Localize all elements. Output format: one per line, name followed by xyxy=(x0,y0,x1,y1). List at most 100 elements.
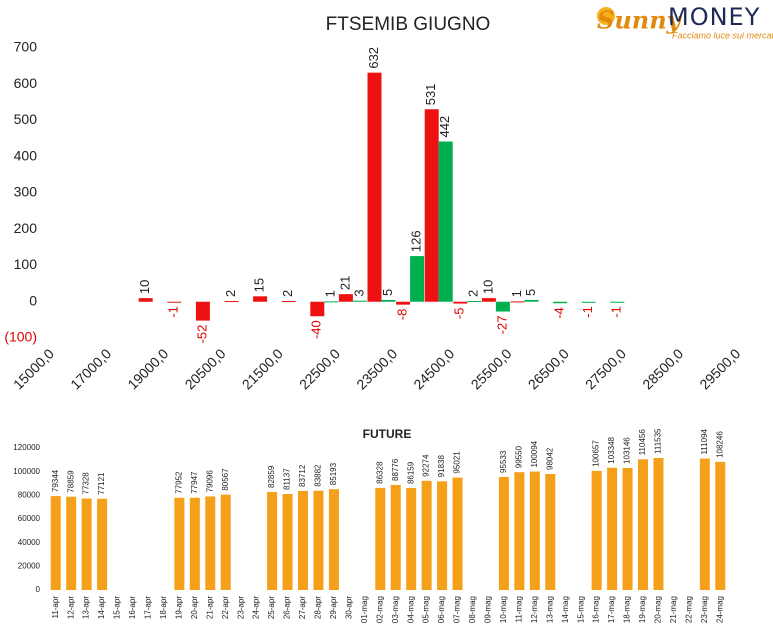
bar xyxy=(498,476,509,590)
value-label: -5 xyxy=(452,308,467,320)
value-label: 5 xyxy=(523,289,538,296)
value-label: -8 xyxy=(395,309,410,321)
x-tick-label: 19000,0 xyxy=(124,345,171,392)
value-label: -40 xyxy=(309,320,324,339)
x-tick-label: 28500,0 xyxy=(639,345,686,392)
value-label: 15 xyxy=(252,278,267,292)
x-tick-label: 11-mag xyxy=(514,596,523,623)
value-label: 2 xyxy=(223,290,238,297)
bar xyxy=(282,493,293,590)
x-tick-label: 16-mag xyxy=(592,596,601,623)
value-label: 100657 xyxy=(592,440,601,467)
bar xyxy=(510,301,525,303)
x-tick-label: 29500,0 xyxy=(696,345,743,392)
bar xyxy=(410,256,425,302)
logo-brand: Sunny xyxy=(597,6,683,35)
value-label: 126 xyxy=(409,230,424,252)
value-label: 86328 xyxy=(375,461,384,484)
value-label: 77121 xyxy=(97,472,106,495)
bar xyxy=(220,494,231,590)
value-label: 100094 xyxy=(530,440,539,467)
bar xyxy=(375,487,386,590)
bar xyxy=(390,484,401,590)
bar xyxy=(328,489,339,590)
x-tick-label: 22500,0 xyxy=(296,345,343,392)
logo-sun xyxy=(597,7,615,25)
bar xyxy=(195,301,210,321)
value-label: 92274 xyxy=(422,454,431,477)
value-label: 1 xyxy=(509,290,524,297)
value-label: -1 xyxy=(609,306,624,318)
value-label: 632 xyxy=(366,47,381,69)
x-tick-label: 13-mag xyxy=(545,596,554,623)
value-label: 82859 xyxy=(267,465,276,488)
bar xyxy=(97,498,108,590)
bar xyxy=(381,299,396,302)
bar xyxy=(699,458,710,590)
bar xyxy=(253,296,268,302)
x-tick-label: 09-mag xyxy=(484,596,493,623)
value-label: 95021 xyxy=(453,451,462,474)
x-tick-label: 08-mag xyxy=(468,596,477,623)
x-tick-label: 06-mag xyxy=(437,596,446,623)
x-tick-label: 23-mag xyxy=(700,596,709,623)
value-label: 442 xyxy=(437,116,452,138)
value-label: 5 xyxy=(380,289,395,296)
value-label: 77952 xyxy=(174,471,183,494)
x-tick-label: 19-mag xyxy=(638,596,647,623)
x-tick-label: 18-apr xyxy=(159,596,168,619)
bar xyxy=(66,496,77,590)
x-tick-label: 14-mag xyxy=(561,596,570,623)
x-tick-label: 21-apr xyxy=(205,596,214,619)
value-label: 531 xyxy=(423,84,438,106)
x-tick-label: 20-mag xyxy=(654,596,663,623)
value-label: 21 xyxy=(337,276,352,290)
x-tick-label: 15-apr xyxy=(113,596,122,619)
bar xyxy=(452,477,463,590)
bar xyxy=(437,481,448,590)
bar xyxy=(553,301,568,304)
y-tick-label: 120000 xyxy=(13,443,40,452)
x-tick-label: 19-apr xyxy=(174,596,183,619)
x-tick-label: 22-apr xyxy=(221,596,230,619)
value-label: -4 xyxy=(552,307,567,319)
x-tick-label: 18-mag xyxy=(623,596,632,623)
x-tick-label: 27-apr xyxy=(298,596,307,619)
y-tick-label: 0 xyxy=(29,292,37,308)
value-label: 80567 xyxy=(221,468,230,491)
x-tick-label: 01-mag xyxy=(360,596,369,623)
x-tick-label: 25500,0 xyxy=(468,345,515,392)
value-label: 103348 xyxy=(607,436,616,463)
x-tick-label: 17000,0 xyxy=(67,345,114,392)
x-tick-label: 03-mag xyxy=(391,596,400,623)
value-label: 110456 xyxy=(638,429,647,456)
x-tick-label: 17-apr xyxy=(144,596,153,619)
bar xyxy=(715,461,726,590)
x-tick-label: 05-mag xyxy=(422,596,431,623)
x-tick-label: 28-apr xyxy=(314,596,323,619)
y-tick-label: 100000 xyxy=(13,467,40,476)
bar xyxy=(424,109,439,302)
x-tick-label: 16-apr xyxy=(128,596,137,619)
bar xyxy=(481,298,496,302)
bar xyxy=(638,459,648,590)
bar xyxy=(313,490,324,590)
value-label: 88776 xyxy=(391,458,400,481)
bar xyxy=(529,471,540,590)
bar xyxy=(581,301,596,303)
y-tick-label: 200 xyxy=(14,220,38,236)
x-tick-label: 21-mag xyxy=(669,596,678,623)
value-label: 83882 xyxy=(314,464,323,487)
logo-tagline: Facciamo luce sui mercati xyxy=(672,30,773,40)
value-label: 77947 xyxy=(190,471,199,494)
bar xyxy=(367,72,382,302)
bar xyxy=(50,496,61,590)
bar xyxy=(205,496,216,590)
value-label: 78859 xyxy=(66,470,75,493)
bar xyxy=(338,294,353,302)
value-label: 99550 xyxy=(514,445,523,468)
bar xyxy=(610,301,625,303)
bar xyxy=(324,301,339,303)
bar xyxy=(524,299,539,302)
value-label: 98042 xyxy=(545,447,554,470)
